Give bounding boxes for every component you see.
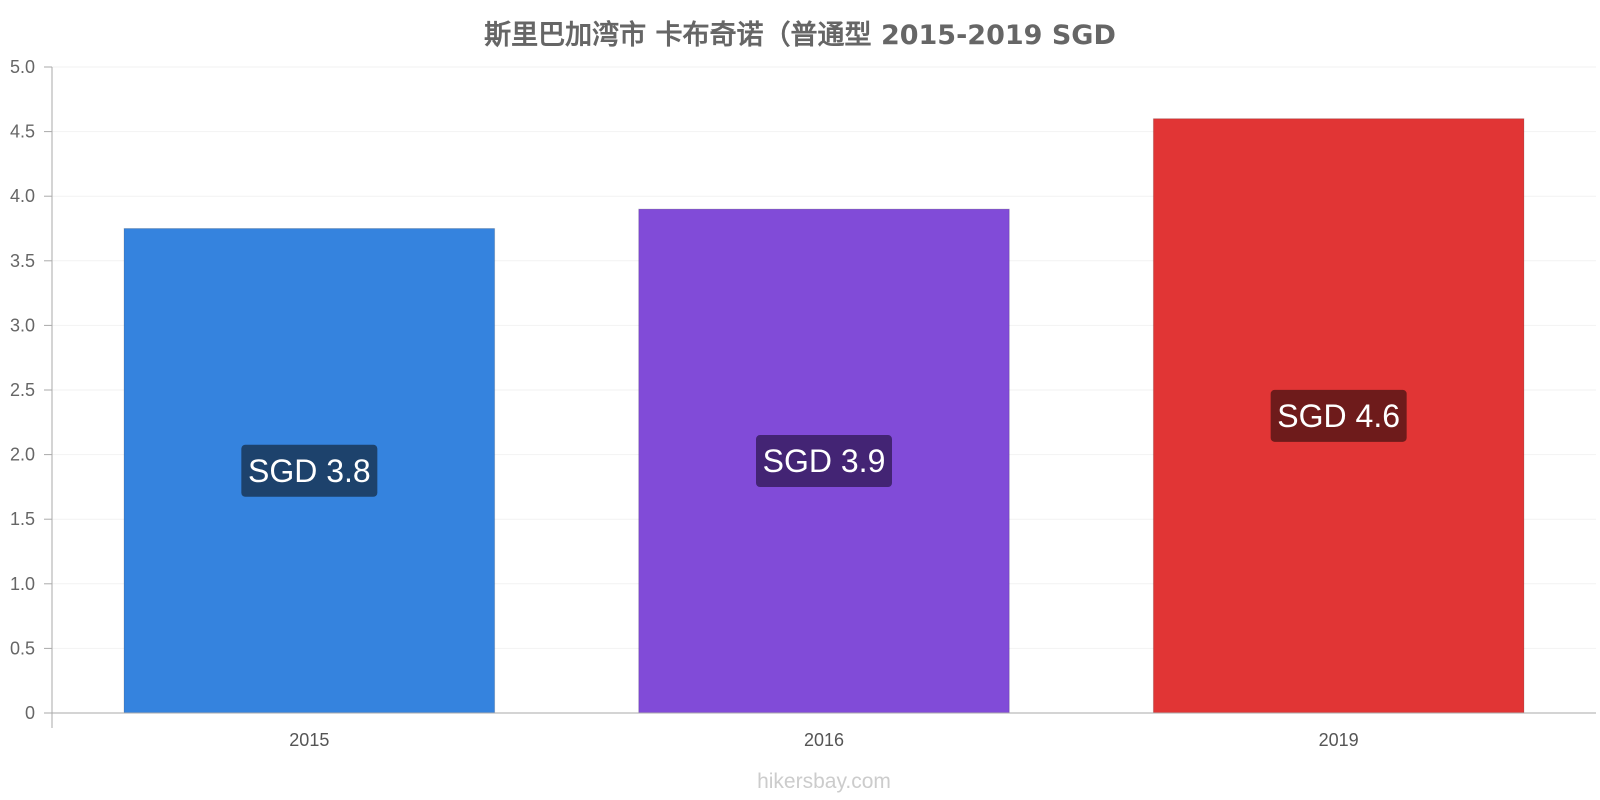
data-label-text: SGD 3.9: [763, 443, 886, 479]
y-tick-label: 2.5: [10, 380, 35, 400]
chart-title: 斯里巴加湾市 卡布奇诺（普通型 2015-2019 SGD: [484, 19, 1116, 51]
y-tick-label: 0.5: [10, 638, 35, 658]
y-tick-label: 3.0: [10, 315, 35, 335]
data-label-2016: SGD 3.9: [756, 435, 892, 488]
y-tick-label: 3.5: [10, 251, 35, 271]
data-label-box: [1270, 389, 1407, 442]
data-label-text: SGD 4.6: [1277, 398, 1400, 434]
y-tick-label: 5.0: [10, 57, 35, 77]
x-tick-label: 2016: [804, 730, 844, 750]
data-label-text: SGD 3.8: [248, 453, 371, 489]
y-tick-label: 0: [25, 703, 35, 723]
x-tick-label: 2015: [289, 730, 329, 750]
x-tick-label: 2019: [1319, 730, 1359, 750]
source-watermark: hikersbay.com: [757, 770, 891, 793]
data-label-box: [241, 444, 378, 497]
x-tick-labels: 2015 2016 2019: [289, 730, 1358, 750]
y-tick-label: 4.5: [10, 122, 35, 142]
data-label-box: [756, 435, 892, 488]
y-tick-label: 1.0: [10, 574, 35, 594]
y-tick-labels: 0 0.5 1.0 1.5 2.0 2.5 3.0 3.5 4.0 4.5 5.0: [10, 57, 52, 723]
data-label-2019: SGD 4.6: [1270, 389, 1407, 442]
data-label-2015: SGD 3.8: [241, 444, 378, 497]
y-tick-label: 2.0: [10, 445, 35, 465]
y-tick-label: 4.0: [10, 186, 35, 206]
axes: [44, 67, 1596, 728]
y-tick-label: 1.5: [10, 509, 35, 529]
data-labels: SGD 3.8 SGD 3.9 SGD 4.6: [241, 389, 1407, 497]
